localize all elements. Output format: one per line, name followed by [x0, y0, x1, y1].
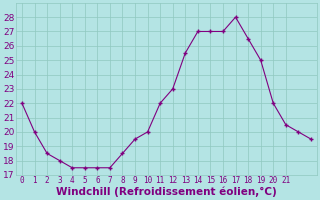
X-axis label: Windchill (Refroidissement éolien,°C): Windchill (Refroidissement éolien,°C) [56, 187, 277, 197]
